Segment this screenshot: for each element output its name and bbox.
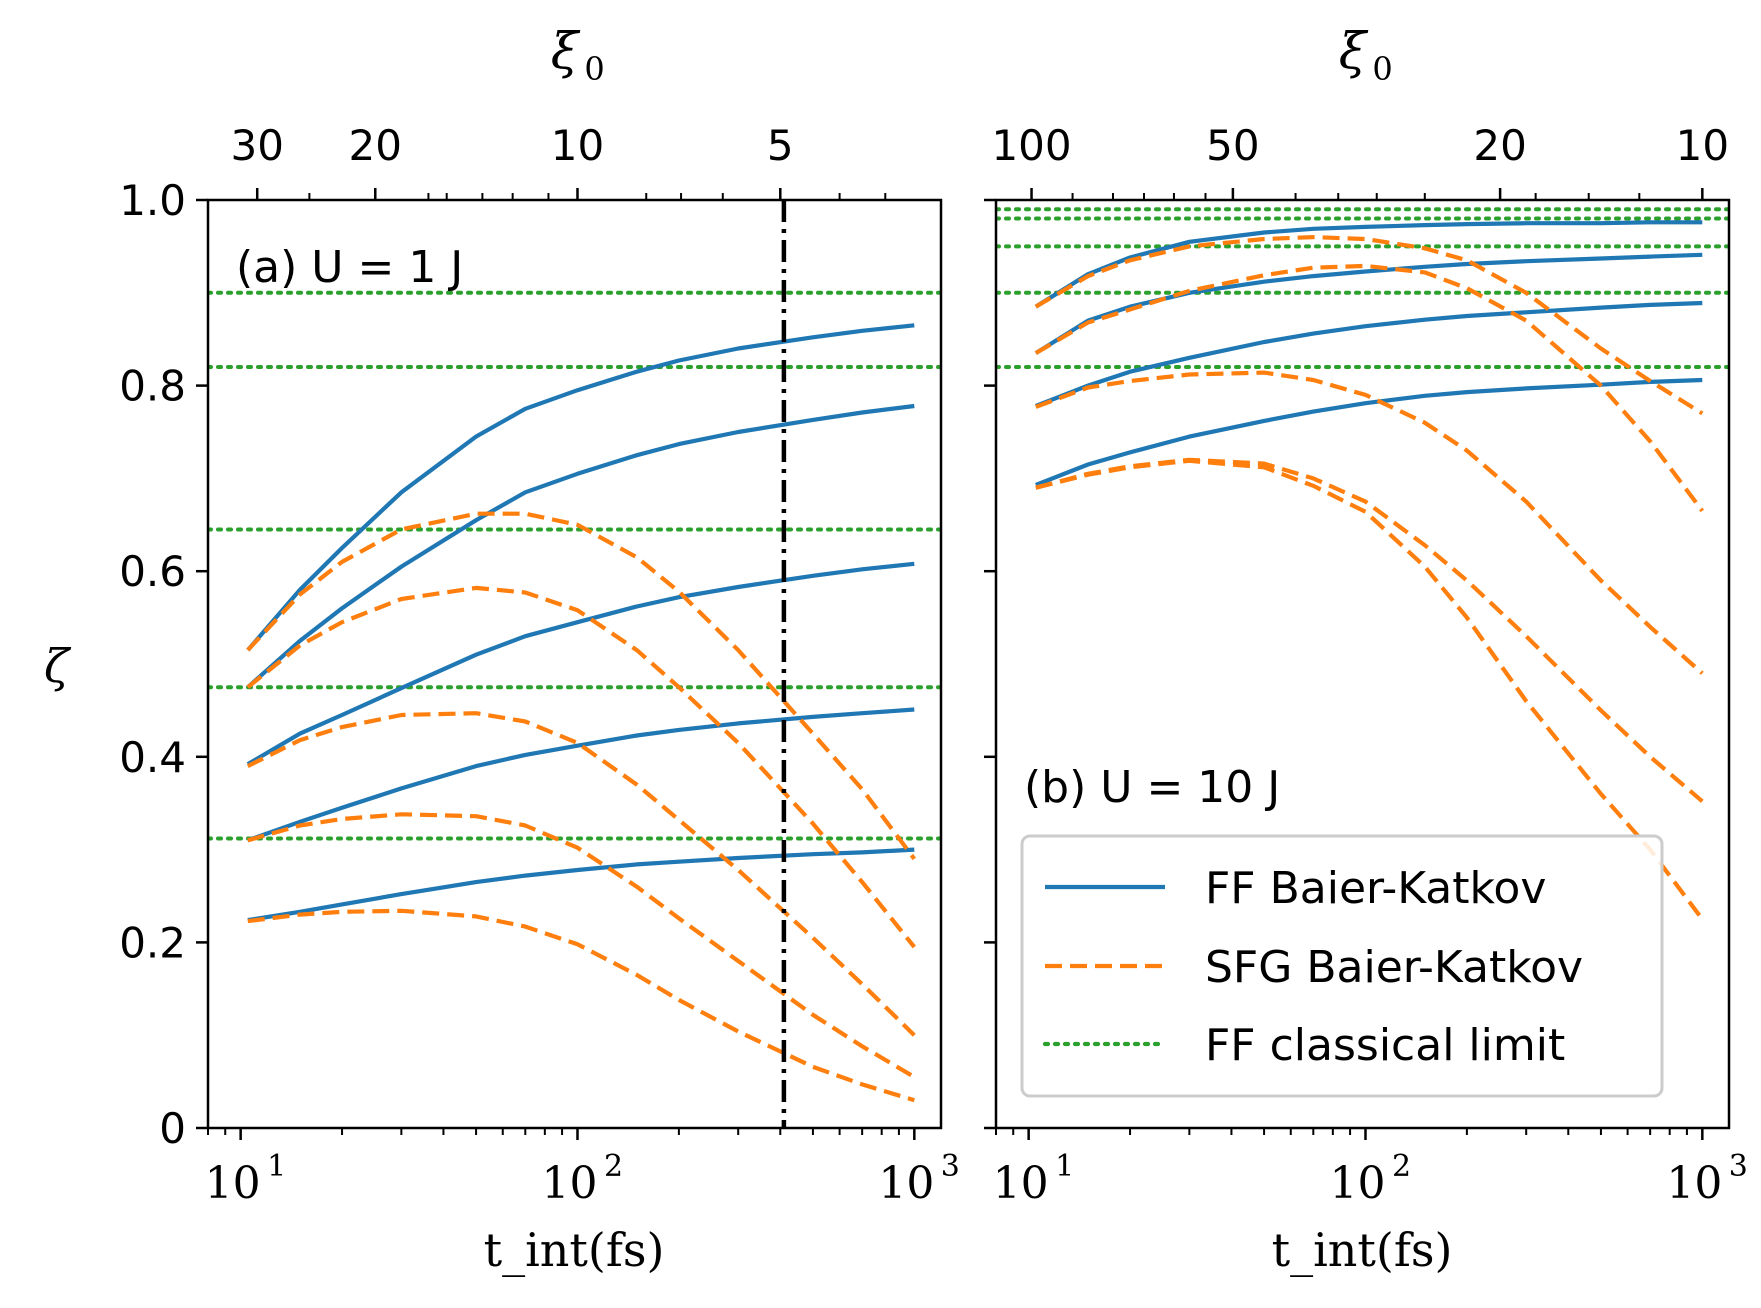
- x-tick-exponent: 2: [604, 1149, 623, 1184]
- top-tick-label: 20: [349, 121, 402, 170]
- sfg-series-line: [247, 908, 915, 1103]
- plot-area-a: [208, 200, 941, 1128]
- x-tick-label: 10: [205, 1158, 261, 1209]
- panel-annotation: (b) U = 10 J: [1024, 762, 1280, 813]
- legend-label: FF classical limit: [1205, 1020, 1565, 1071]
- axes-frame: [994, 198, 1731, 1130]
- top-axis-label: ξ: [551, 22, 581, 80]
- top-tick-label: 20: [1473, 121, 1526, 170]
- y-tick-label: 0.8: [119, 362, 186, 411]
- top-tick-label: 100: [991, 121, 1071, 170]
- x-tick-label: 10: [1666, 1158, 1722, 1209]
- y-tick-label: 1.0: [119, 176, 186, 225]
- top-tick-label: 5: [767, 121, 794, 170]
- x-tick-exponent: 2: [1392, 1149, 1411, 1184]
- x-tick-label: 10: [541, 1158, 597, 1209]
- x-tick-label: 10: [878, 1158, 934, 1209]
- y-tick-label: 0.4: [119, 733, 186, 782]
- plot-area-b: [996, 207, 1729, 921]
- ff-series-line: [1034, 252, 1703, 355]
- x-axis-label-a: t_int(fs): [484, 1223, 665, 1277]
- legend-label: FF Baier-Katkov: [1205, 863, 1546, 914]
- shared-labels: ζ t_int(fs) t_int(fs): [44, 639, 1452, 1277]
- sfg-series-line: [1034, 263, 1704, 513]
- y-tick-label: 0.2: [119, 918, 186, 967]
- top-tick-label: 30: [230, 121, 283, 170]
- axes-frame: [206, 198, 943, 1130]
- top-tick-label: 50: [1206, 121, 1259, 170]
- x-tick-exponent: 1: [267, 1149, 286, 1184]
- top-tick-label: 10: [1676, 121, 1729, 170]
- x-axis-label-b: t_int(fs): [1272, 1223, 1453, 1277]
- top-axis-label: ξ: [1339, 22, 1369, 80]
- panel-annotation: (a) U = 1 J: [236, 242, 463, 293]
- ff-series-line: [1035, 300, 1703, 408]
- x-tick-exponent: 3: [1729, 1149, 1748, 1184]
- x-tick-exponent: 1: [1055, 1149, 1074, 1184]
- x-tick-label: 10: [1329, 1158, 1385, 1209]
- ff-series-line: [246, 561, 915, 767]
- ff-series-line: [1034, 220, 1703, 309]
- legend-label: SFG Baier-Katkov: [1205, 942, 1583, 993]
- top-axis-label-subscript: 0: [584, 50, 604, 88]
- ff-series-line: [247, 707, 915, 843]
- y-tick-label: 0.6: [119, 547, 186, 596]
- top-axis-label-subscript: 0: [1372, 50, 1392, 88]
- legend: FF Baier-Katkov SFG Baier-Katkov FF classi…: [1020, 834, 1664, 1098]
- sfg-series-line: [246, 511, 916, 861]
- sfg-series-line: [246, 711, 916, 1037]
- x-tick-label: 10: [993, 1158, 1049, 1209]
- top-tick-label: 10: [551, 121, 604, 170]
- ff-series-line: [246, 323, 915, 652]
- sfg-series-line: [247, 812, 916, 1079]
- panel-a: 10 1 10 2 10 300.20.40.60.81.030 20 10 5ξ 0(a) U …: [119, 22, 960, 1209]
- ff-series-line: [246, 403, 915, 689]
- sfg-series-line: [1035, 457, 1704, 803]
- legend-box: [1020, 834, 1664, 1098]
- ff-series-line: [247, 847, 915, 923]
- x-tick-exponent: 3: [941, 1149, 960, 1184]
- sfg-series-line: [1035, 370, 1704, 675]
- sfg-series-line: [1034, 235, 1704, 416]
- sfg-series-line: [246, 585, 916, 949]
- sfg-series-line: [1035, 458, 1704, 921]
- y-axis-label: ζ: [44, 639, 72, 693]
- y-tick-label: 0: [159, 1104, 186, 1153]
